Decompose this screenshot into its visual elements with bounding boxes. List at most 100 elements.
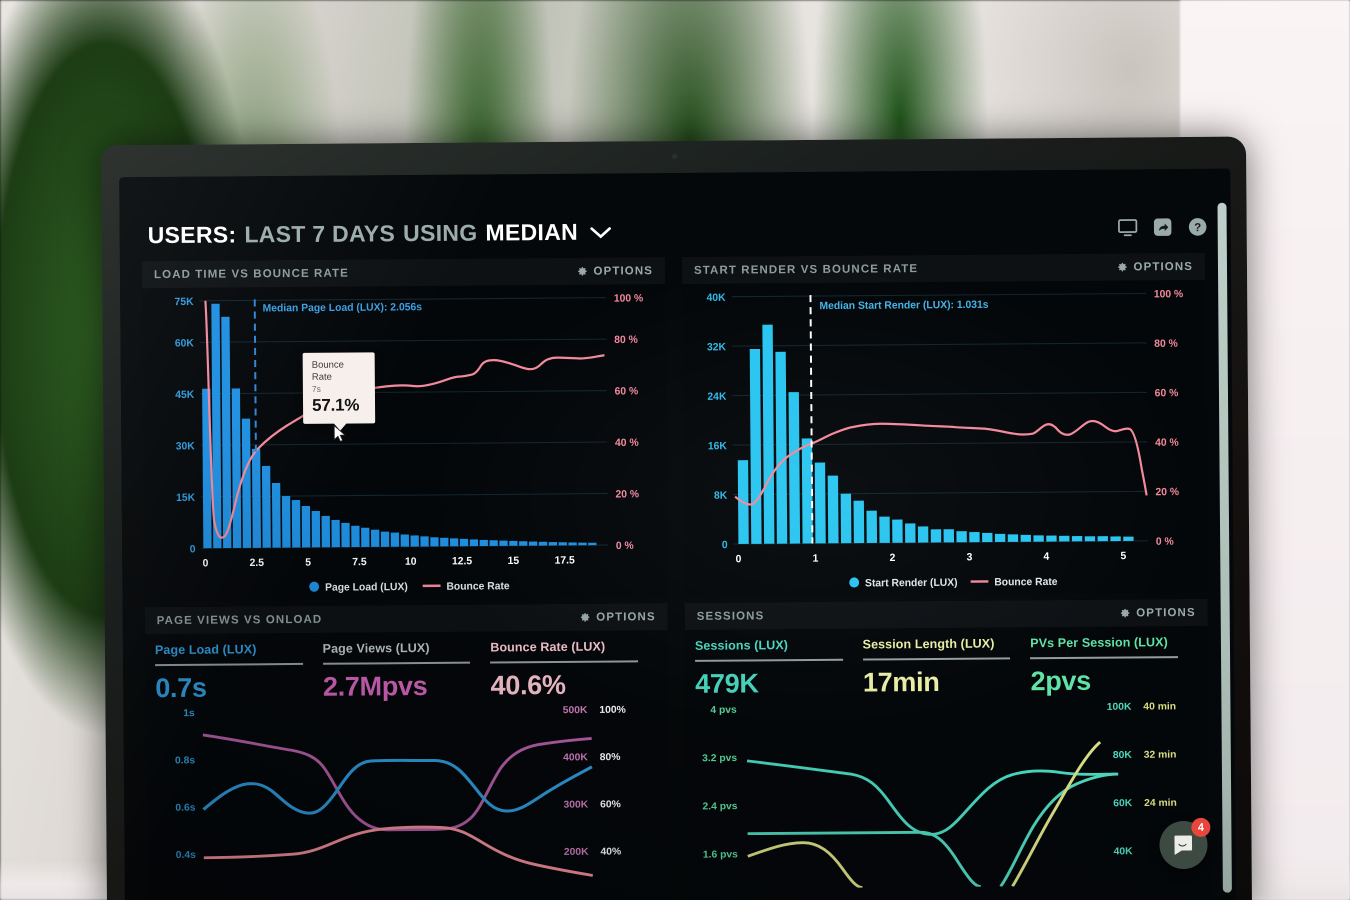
metric-underline (490, 660, 639, 663)
gear-icon (577, 267, 587, 276)
svg-text:80%: 80% (600, 752, 621, 763)
svg-text:0.8s: 0.8s (175, 755, 196, 766)
help-icon[interactable]: ? (1187, 216, 1209, 238)
line-session-length (747, 740, 1102, 889)
metric-label: Page Views (LUX) (322, 640, 430, 656)
metric-value: 17min (862, 666, 940, 698)
svg-text:80 %: 80 % (614, 335, 638, 346)
title-prefix: USERS: (147, 220, 237, 248)
chart-legend: Start Render (LUX) Bounce Rate (849, 577, 1058, 590)
metric-underline (862, 657, 1011, 661)
tooltip-title: Bounce Rate (311, 359, 345, 383)
gear-icon (1120, 608, 1129, 618)
line-pvs-per-session (747, 772, 1119, 888)
svg-text:1.6 pvs: 1.6 pvs (703, 849, 739, 860)
svg-text:4 pvs: 4 pvs (710, 704, 737, 715)
y-axis-left-labels: 40K 32K 24K 16K 8K 0 (707, 293, 728, 552)
svg-text:16K: 16K (708, 441, 728, 452)
svg-text:1s: 1s (183, 708, 195, 719)
y-axis-right-labels: 500K 400K 300K 200K (563, 705, 590, 858)
y-axis-left-labels: 75K 60K 45K 30K 15K 0 (175, 297, 196, 556)
svg-text:8K: 8K (714, 491, 728, 502)
metric-underline (695, 658, 843, 662)
panel-header: SESSIONS OPTIONS (684, 598, 1208, 630)
webcam-icon (671, 153, 677, 160)
panel-load-time-vs-bounce-rate: LOAD TIME VS BOUNCE RATE OPTIONS (141, 257, 668, 602)
chart-page-views-vs-onload: 1s 0.8s 0.6s 0.4s 500K 400K 300K 200K (145, 700, 669, 893)
monitor-icon[interactable] (1117, 216, 1139, 238)
laptop-device: USERS: LAST 7 DAYS USING MEDIAN (100, 136, 1253, 900)
chart-svg: Median Start Render (LUX): 1.031s 40K 32… (707, 289, 1184, 590)
svg-text:5: 5 (305, 557, 311, 568)
svg-text:0: 0 (736, 554, 742, 565)
chart-svg: 1s 0.8s 0.6s 0.4s 500K 400K 300K 200K (175, 704, 626, 877)
metric-card-group: Sessions (LUX) 479K Session Length (LUX)… (685, 626, 1209, 700)
metric-card-page-views[interactable]: Page Views (LUX) 2.7Mpvs (323, 640, 491, 702)
chart-svg: Median Page Load (LUX): 2.056s 75K 60K 4… (175, 293, 644, 594)
svg-text:2: 2 (890, 553, 896, 564)
svg-text:0: 0 (203, 558, 209, 569)
laptop-brand-mark (619, 886, 739, 900)
metric-card-session-length[interactable]: Session Length (LUX) 17min (863, 636, 1031, 698)
mouse-cursor-icon (333, 424, 346, 442)
legend-label-0: Start Render (LUX) (865, 578, 958, 590)
median-label: Median Page Load (LUX): 2.056s (263, 302, 423, 314)
y-axis-right-labels: 100 % 80 % 60 % 40 % 20 % 0 % (1154, 289, 1184, 548)
svg-text:200K: 200K (564, 846, 590, 857)
chart-load-time-vs-bounce-rate: Median Page Load (LUX): 2.056s 75K 60K 4… (142, 284, 667, 601)
legend-dot-icon (309, 581, 320, 592)
svg-text:32K: 32K (707, 342, 727, 353)
svg-text:24K: 24K (707, 392, 727, 403)
line-bounce-rate (204, 300, 605, 539)
chat-bubble-icon (1174, 835, 1193, 855)
y-axis-left-labels: 1s 0.8s 0.6s 0.4s (175, 708, 196, 861)
svg-text:0 %: 0 % (1156, 537, 1175, 548)
svg-text:40 %: 40 % (1155, 438, 1179, 449)
laptop-screen-bezel: USERS: LAST 7 DAYS USING MEDIAN (119, 168, 1237, 900)
svg-text:100 %: 100 % (1154, 289, 1184, 300)
svg-text:2.5: 2.5 (250, 558, 265, 569)
options-button[interactable]: OPTIONS (576, 265, 653, 278)
svg-text:4: 4 (1043, 552, 1049, 563)
legend-dot-icon (849, 577, 860, 588)
metric-card-sessions[interactable]: Sessions (LUX) 479K (695, 638, 863, 700)
chat-widget-button[interactable]: 4 (1159, 817, 1211, 870)
y-axis-right2-labels: 40 min 32 min 24 min (1143, 701, 1177, 808)
options-button[interactable]: OPTIONS (579, 611, 656, 624)
metric-value: 479K (695, 667, 759, 699)
page-title[interactable]: USERS: LAST 7 DAYS USING MEDIAN (148, 218, 612, 249)
svg-text:60 %: 60 % (615, 386, 639, 397)
tooltip-bounce-rate: Bounce Rate 7s 57.1% (302, 352, 376, 432)
metric-value: 2pvs (1030, 665, 1092, 696)
gridlines (199, 297, 608, 549)
svg-text:300K: 300K (563, 799, 589, 810)
options-button[interactable]: OPTIONS (1119, 606, 1196, 619)
metric-label: Sessions (LUX) (694, 638, 789, 653)
metric-label: Session Length (LUX) (862, 636, 995, 652)
line-bounce-rate (734, 419, 1148, 506)
metric-card-group: Page Load (LUX) 0.7s Page Views (LUX) 2.… (145, 630, 669, 704)
chart-svg: 4 pvs 3.2 pvs 2.4 pvs 1.6 pvs 100K 80K 6… (702, 701, 1177, 889)
metric-card-page-load[interactable]: Page Load (LUX) 0.7s (155, 642, 323, 704)
vertical-scrollbar[interactable] (1217, 202, 1232, 893)
metric-card-pvs-per-session[interactable]: PVs Per Session (LUX) 2pvs (1030, 635, 1198, 697)
chart-legend: Page Load (LUX) Bounce Rate (309, 581, 510, 594)
median-marker-start-render: Median Start Render (LUX): 1.031s (809, 295, 989, 544)
metric-value: 40.6% (490, 669, 566, 700)
chevron-down-icon[interactable] (590, 218, 612, 245)
svg-text:20 %: 20 % (615, 489, 639, 500)
options-button[interactable]: OPTIONS (1116, 260, 1193, 273)
options-label: OPTIONS (593, 264, 654, 278)
svg-text:12.5: 12.5 (452, 556, 472, 567)
panel-header: PAGE VIEWS VS ONLOAD OPTIONS (144, 603, 668, 635)
panel-header: LOAD TIME VS BOUNCE RATE OPTIONS (141, 257, 666, 289)
metric-label: Bounce Rate (LUX) (490, 639, 606, 655)
line-sessions (746, 758, 1117, 836)
svg-text:400K: 400K (563, 752, 589, 763)
metric-card-bounce-rate[interactable]: Bounce Rate (LUX) 40.6% (490, 639, 658, 701)
svg-text:7.5: 7.5 (352, 557, 367, 568)
title-using: USING (403, 219, 478, 246)
share-icon[interactable] (1152, 216, 1174, 238)
svg-text:40K: 40K (707, 293, 727, 304)
title-range: LAST 7 DAYS (244, 219, 396, 247)
